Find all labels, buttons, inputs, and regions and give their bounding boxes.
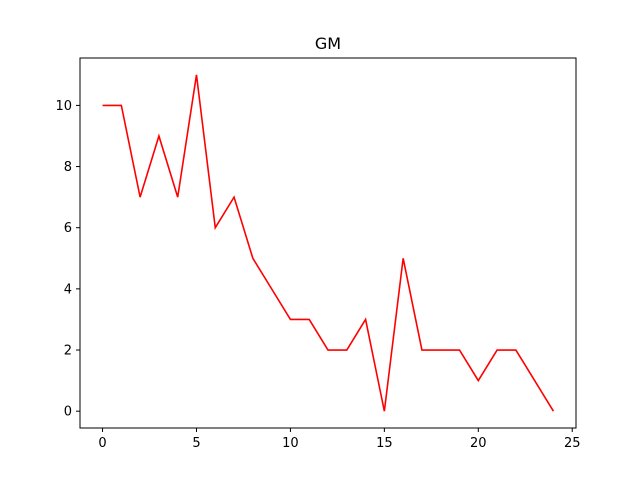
y-tick-label: 2 bbox=[64, 344, 72, 359]
x-tick-label: 10 bbox=[282, 436, 299, 451]
plot-frame bbox=[79, 57, 577, 429]
y-tick-label: 4 bbox=[64, 282, 72, 297]
ticks-layer: 0 5 10 15 20 25 0 2 4 6 8 10 bbox=[55, 99, 580, 451]
y-tick-label: 6 bbox=[64, 221, 72, 236]
series-line bbox=[102, 74, 555, 412]
y-tick-label: 0 bbox=[64, 405, 72, 420]
x-tick-label: 0 bbox=[98, 436, 106, 451]
x-tick-label: 25 bbox=[564, 436, 581, 451]
y-tick-label: 10 bbox=[55, 99, 72, 114]
series-layer bbox=[102, 74, 555, 412]
x-tick-label: 20 bbox=[470, 436, 487, 451]
chart-title: GM bbox=[315, 34, 341, 53]
x-tick-label: 15 bbox=[376, 436, 393, 451]
y-tick-label: 8 bbox=[64, 160, 72, 175]
x-tick-label: 5 bbox=[192, 436, 200, 451]
